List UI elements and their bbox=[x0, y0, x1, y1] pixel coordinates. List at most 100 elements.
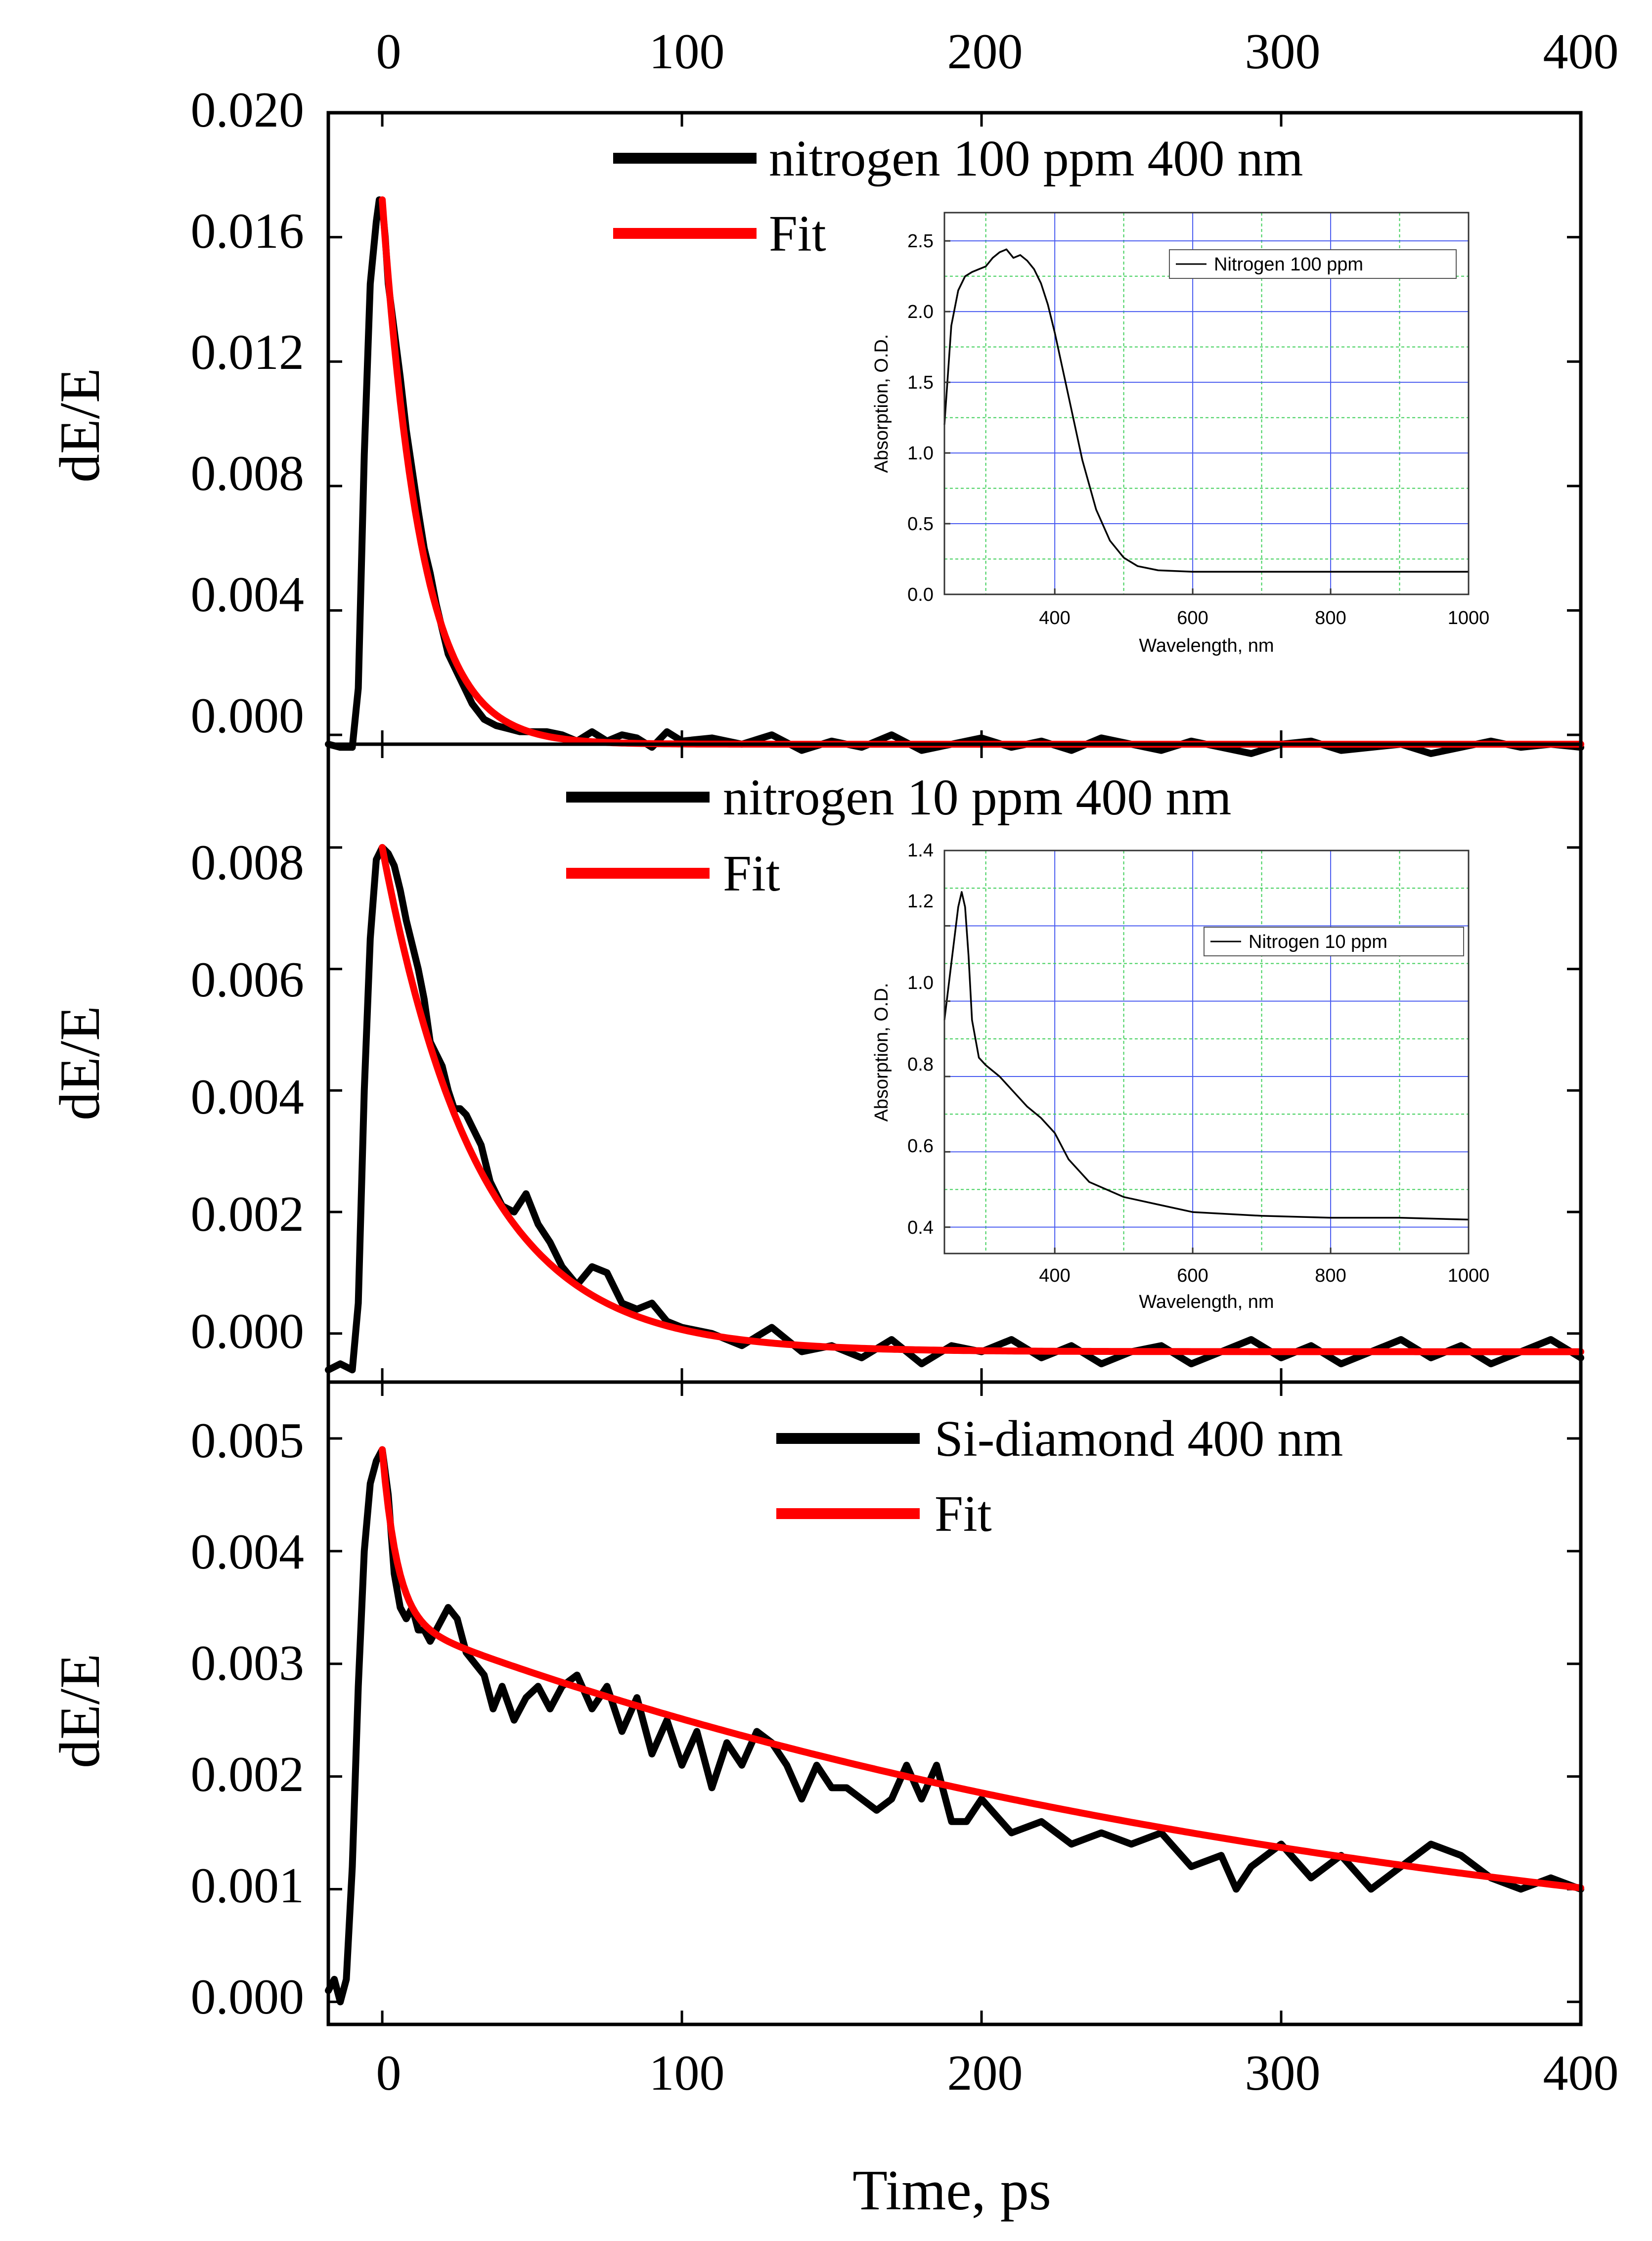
panel-1-y-axis-label: dE/E bbox=[48, 368, 112, 483]
inset-1-y-axis-label: Absorption, O.D. bbox=[871, 334, 892, 473]
inset-2-x-tick-label: 600 bbox=[1177, 1265, 1208, 1286]
inset-1-x-tick-label: 1000 bbox=[1448, 608, 1490, 628]
panel-nitrogen-100ppm: 0.000 0.004 0.008 0.012 0.016 0.020 dE/E… bbox=[48, 82, 1584, 757]
inset-2-x-tick-label: 400 bbox=[1039, 1265, 1070, 1286]
panel-nitrogen-10ppm: 0.000 0.002 0.004 0.006 0.008 dE/E nitro… bbox=[48, 744, 1584, 1382]
inset-2-y-tick-label: 0.6 bbox=[907, 1136, 934, 1157]
panel-2-y-tick-label: 0.004 bbox=[191, 1069, 305, 1125]
panel-3-legend: Si-diamond 400 nm Fit bbox=[776, 1410, 1343, 1542]
inset-spectrum-line bbox=[943, 891, 1469, 1221]
outer-axes-frame bbox=[326, 111, 1583, 2026]
panel-2-legend-data-label: nitrogen 10 ppm 400 nm bbox=[723, 769, 1231, 826]
bottom-x-tick-300: 300 bbox=[1245, 2045, 1321, 2101]
data-series-line bbox=[325, 1446, 1584, 2006]
inset-1-y-tick-label: 1.0 bbox=[907, 443, 934, 464]
panel-2-legend: nitrogen 10 ppm 400 nm Fit bbox=[566, 769, 1231, 902]
inset-1-x-tick-labels: 400 600 800 1000 bbox=[1039, 608, 1489, 628]
inset-1-x-tick-label: 400 bbox=[1039, 608, 1070, 628]
inset-1-x-axis-label: Wavelength, nm bbox=[1139, 635, 1274, 656]
inset-2-x-tick-label: 1000 bbox=[1448, 1265, 1490, 1286]
bottom-x-tick-100: 100 bbox=[649, 2045, 725, 2101]
top-x-tick-0: 0 bbox=[376, 24, 402, 80]
data-series-line bbox=[325, 844, 1584, 1374]
panel-2-y-axis-label: dE/E bbox=[48, 1006, 112, 1120]
inset-2-y-tick-label: 1.0 bbox=[907, 973, 934, 993]
inset-2-grid bbox=[944, 850, 1469, 1254]
inset-2-frame bbox=[943, 850, 1470, 1255]
top-x-tick-400: 400 bbox=[1543, 24, 1619, 80]
panel-2-plot-area bbox=[325, 844, 1584, 1374]
inset-2-legend-box bbox=[1204, 927, 1464, 956]
inset-2-legend-label: Nitrogen 10 ppm bbox=[1249, 932, 1387, 952]
panel-2-y-tick-label: 0.006 bbox=[191, 952, 305, 1008]
panel-3-y-tick-labels: 0.000 0.001 0.002 0.003 0.004 0.005 bbox=[191, 1413, 305, 2025]
x-axis-label: Time, ps bbox=[852, 2159, 1051, 2222]
inset-1-ticks bbox=[944, 240, 1470, 595]
panel-1-y-tick-labels: 0.000 0.004 0.008 0.012 0.016 0.020 bbox=[191, 82, 305, 744]
panel-1-y-tick-label: 0.020 bbox=[191, 82, 305, 138]
fit-curve-line bbox=[379, 844, 1584, 1355]
panel-1-inset: 0.0 0.5 1.0 1.5 2.0 2.5 400 600 800 1000… bbox=[871, 212, 1489, 656]
inset-1-x-tick-label: 600 bbox=[1177, 608, 1208, 628]
inset-2-y-tick-labels: 0.4 0.6 0.8 1.0 1.2 1.4 bbox=[907, 840, 934, 1238]
panel-3-y-tick-label: 0.003 bbox=[191, 1635, 305, 1691]
top-x-tick-labels: 0 100 200 300 400 bbox=[376, 24, 1619, 80]
inset-1-y-tick-label: 1.5 bbox=[907, 372, 934, 393]
inset-2-y-tick-label: 1.2 bbox=[907, 891, 934, 912]
panel-3-y-tick-label: 0.002 bbox=[191, 1747, 305, 1802]
inset-2-plot bbox=[943, 891, 1469, 1221]
inset-2-x-axis-label: Wavelength, nm bbox=[1139, 1292, 1274, 1312]
panel-1-legend: nitrogen 100 ppm 400 nm Fit bbox=[613, 130, 1303, 262]
panel-1-y-tick-label: 0.016 bbox=[191, 203, 305, 259]
inset-1-y-tick-label: 2.0 bbox=[907, 302, 934, 322]
inset-1-y-tick-label: 0.5 bbox=[907, 514, 934, 535]
bottom-x-tick-200: 200 bbox=[947, 2045, 1023, 2101]
inset-2-y-tick-label: 0.8 bbox=[907, 1054, 934, 1075]
top-x-tick-200: 200 bbox=[947, 24, 1023, 80]
axes-frames bbox=[326, 111, 1583, 2026]
panel-3-y-tick-label: 0.004 bbox=[191, 1524, 305, 1580]
inset-1-y-tick-label: 2.5 bbox=[907, 231, 934, 252]
bottom-x-tick-labels: 0 100 200 300 400 bbox=[376, 2045, 1619, 2101]
panel-2-y-tick-label: 0.000 bbox=[191, 1303, 305, 1359]
fit-curve-line bbox=[379, 1446, 1584, 1891]
inset-1-y-tick-labels: 0.0 0.5 1.0 1.5 2.0 2.5 bbox=[907, 231, 934, 605]
panel-2-legend-fit-label: Fit bbox=[723, 845, 780, 902]
bottom-x-tick-400: 400 bbox=[1543, 2045, 1619, 2101]
inset-2-x-tick-label: 800 bbox=[1315, 1265, 1346, 1286]
panel-3-legend-data-label: Si-diamond 400 nm bbox=[935, 1410, 1343, 1467]
inset-1-plot bbox=[943, 248, 1469, 573]
inset-1-y-tick-label: 0.0 bbox=[907, 584, 934, 605]
panel-3-y-tick-label: 0.000 bbox=[191, 1969, 305, 2025]
panel-1-legend-fit-label: Fit bbox=[769, 205, 826, 262]
panel-2-inset: 0.4 0.6 0.8 1.0 1.2 1.4 400 600 800 1000… bbox=[871, 840, 1489, 1312]
inset-1-x-tick-label: 800 bbox=[1315, 608, 1346, 628]
inset-1-frame bbox=[943, 212, 1470, 595]
panel-1-y-tick-label: 0.008 bbox=[191, 446, 305, 501]
inset-2-y-axis-label: Absorption, O.D. bbox=[871, 983, 892, 1122]
top-x-tick-300: 300 bbox=[1245, 24, 1321, 80]
panel-si-diamond: 0.000 0.001 0.002 0.003 0.004 0.005 dE/E… bbox=[48, 1382, 1584, 2025]
inset-2-ticks bbox=[944, 850, 1470, 1254]
panel-3-legend-fit-label: Fit bbox=[935, 1485, 992, 1542]
panel-1-y-tick-label: 0.000 bbox=[191, 688, 305, 744]
inset-2-y-tick-label: 1.4 bbox=[907, 840, 934, 861]
panel-2-y-tick-labels: 0.000 0.002 0.004 0.006 0.008 bbox=[191, 835, 305, 1359]
top-x-tick-100: 100 bbox=[649, 24, 725, 80]
inset-spectrum-line bbox=[943, 248, 1469, 573]
bottom-x-tick-0: 0 bbox=[376, 2045, 402, 2101]
panel-3-y-axis-label: dE/E bbox=[48, 1654, 112, 1768]
panel-3-y-tick-label: 0.001 bbox=[191, 1858, 305, 1914]
panel-3-y-tick-label: 0.005 bbox=[191, 1413, 305, 1469]
panel-1-y-tick-label: 0.004 bbox=[191, 567, 305, 623]
panel-1-legend-data-label: nitrogen 100 ppm 400 nm bbox=[769, 130, 1303, 187]
panel-3-plot-area bbox=[325, 1446, 1584, 2006]
inset-2-y-tick-label: 0.4 bbox=[907, 1217, 934, 1238]
panel-1-y-tick-label: 0.012 bbox=[191, 324, 305, 380]
inset-2-legend: Nitrogen 10 ppm bbox=[1204, 927, 1464, 956]
panel-2-y-tick-label: 0.008 bbox=[191, 835, 305, 891]
panel-2-y-tick-label: 0.002 bbox=[191, 1186, 305, 1242]
inset-1-legend-label: Nitrogen 100 ppm bbox=[1214, 254, 1363, 275]
inset-2-x-tick-labels: 400 600 800 1000 bbox=[1039, 1265, 1489, 1286]
